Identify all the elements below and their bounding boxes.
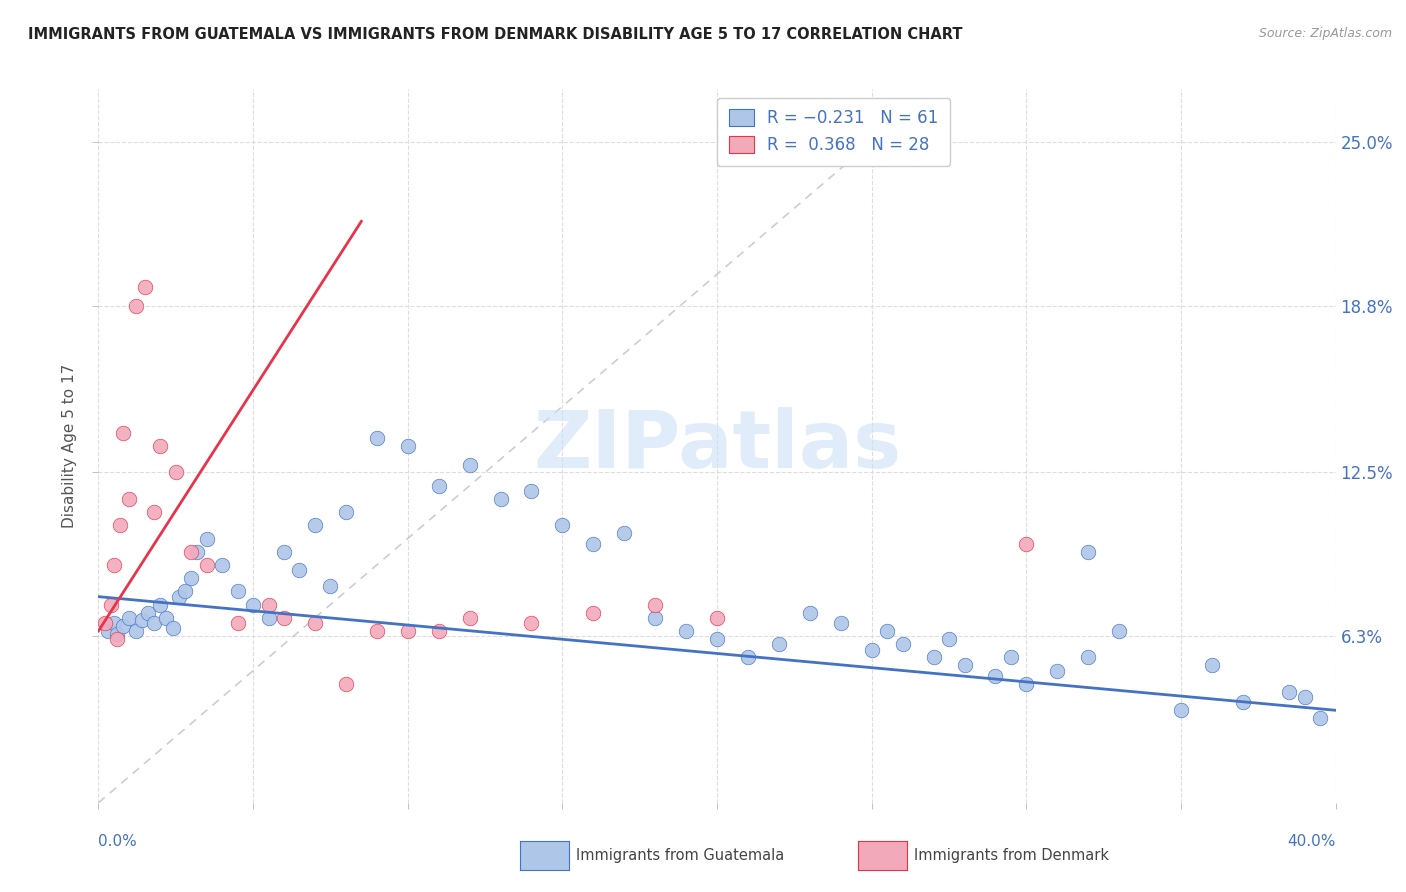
Point — [288, 563, 311, 577]
Point — [108, 518, 131, 533]
Point — [273, 611, 295, 625]
Point — [1232, 695, 1254, 709]
Point — [582, 537, 605, 551]
Point — [768, 637, 790, 651]
Point — [242, 598, 264, 612]
Point — [551, 518, 574, 533]
Point — [165, 466, 187, 480]
Point — [195, 558, 218, 572]
Point — [1000, 650, 1022, 665]
Point — [226, 584, 249, 599]
Text: Immigrants from Guatemala: Immigrants from Guatemala — [576, 848, 785, 863]
Point — [136, 606, 159, 620]
Point — [737, 650, 759, 665]
Point — [195, 532, 218, 546]
Text: Immigrants from Denmark: Immigrants from Denmark — [914, 848, 1109, 863]
Point — [366, 624, 388, 638]
Text: 40.0%: 40.0% — [1288, 834, 1336, 849]
Point — [1294, 690, 1316, 704]
Point — [984, 669, 1007, 683]
Point — [1077, 545, 1099, 559]
Point — [112, 618, 135, 632]
Legend: R = −0.231   N = 61, R =  0.368   N = 28: R = −0.231 N = 61, R = 0.368 N = 28 — [717, 97, 950, 166]
Point — [1077, 650, 1099, 665]
Point — [582, 606, 605, 620]
Point — [118, 491, 141, 506]
Point — [489, 491, 512, 506]
Point — [1046, 664, 1069, 678]
Point — [644, 611, 666, 625]
Text: 0.0%: 0.0% — [98, 834, 138, 849]
Point — [1278, 685, 1301, 699]
Point — [1015, 677, 1038, 691]
Point — [124, 624, 146, 638]
Point — [100, 598, 122, 612]
Point — [1015, 537, 1038, 551]
Point — [105, 626, 128, 640]
Point — [1108, 624, 1130, 638]
Point — [257, 598, 280, 612]
Point — [1309, 711, 1331, 725]
Point — [675, 624, 697, 638]
Point — [644, 598, 666, 612]
Point — [167, 590, 190, 604]
Point — [103, 616, 125, 631]
Point — [613, 526, 636, 541]
Point — [103, 558, 125, 572]
Point — [304, 518, 326, 533]
Point — [118, 611, 141, 625]
Point — [396, 624, 419, 638]
Y-axis label: Disability Age 5 to 17: Disability Age 5 to 17 — [62, 364, 77, 528]
Point — [149, 439, 172, 453]
Point — [938, 632, 960, 646]
Point — [458, 458, 481, 472]
Point — [860, 642, 883, 657]
Point — [706, 632, 728, 646]
Point — [226, 616, 249, 631]
Point — [706, 611, 728, 625]
Point — [427, 624, 450, 638]
Point — [891, 637, 914, 651]
Point — [799, 606, 821, 620]
Point — [319, 579, 342, 593]
Point — [396, 439, 419, 453]
Point — [520, 483, 543, 498]
Point — [876, 624, 898, 638]
Point — [180, 545, 202, 559]
Point — [143, 616, 166, 631]
Point — [180, 571, 202, 585]
Point — [97, 624, 120, 638]
Text: ZIPatlas: ZIPatlas — [533, 407, 901, 485]
Point — [134, 280, 156, 294]
Point — [105, 632, 128, 646]
Point — [149, 598, 172, 612]
Point — [162, 621, 184, 635]
Point — [1170, 703, 1192, 717]
Point — [953, 658, 976, 673]
Point — [155, 611, 177, 625]
Point — [273, 545, 295, 559]
Point — [124, 299, 146, 313]
Text: Source: ZipAtlas.com: Source: ZipAtlas.com — [1258, 27, 1392, 40]
Point — [458, 611, 481, 625]
Point — [335, 505, 357, 519]
Point — [112, 425, 135, 440]
Point — [427, 478, 450, 492]
Point — [131, 614, 153, 628]
Text: IMMIGRANTS FROM GUATEMALA VS IMMIGRANTS FROM DENMARK DISABILITY AGE 5 TO 17 CORR: IMMIGRANTS FROM GUATEMALA VS IMMIGRANTS … — [28, 27, 963, 42]
Point — [335, 677, 357, 691]
Point — [186, 545, 208, 559]
Point — [1201, 658, 1223, 673]
Point — [830, 616, 852, 631]
Point — [174, 584, 197, 599]
Point — [211, 558, 233, 572]
Point — [366, 431, 388, 445]
Point — [143, 505, 166, 519]
Point — [304, 616, 326, 631]
Point — [93, 616, 115, 631]
Point — [922, 650, 945, 665]
Point — [520, 616, 543, 631]
Point — [257, 611, 280, 625]
